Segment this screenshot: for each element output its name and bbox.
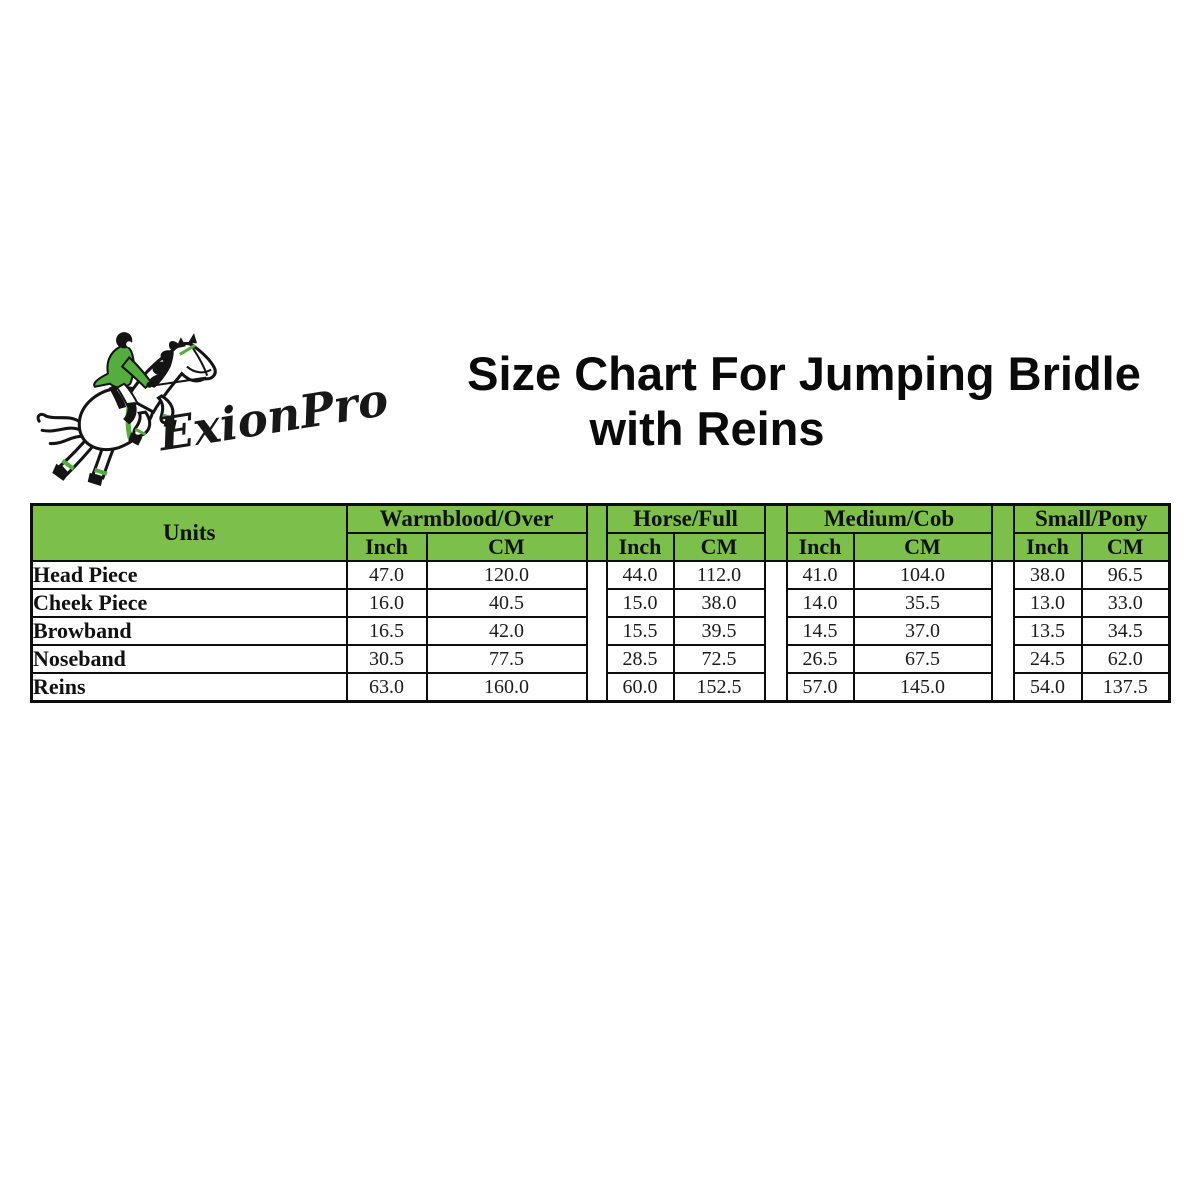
row-label-cell: Reins (30, 672, 348, 703)
size-value-cell: 38.0 (1012, 560, 1083, 590)
size-value-cell: 24.5 (1012, 644, 1083, 674)
table-row: Head Piece 47.0 120.0 44.0 112.0 41.0 10… (30, 560, 1171, 703)
size-value-cell: 42.0 (425, 616, 588, 646)
size-value-cell: 72.5 (672, 644, 766, 674)
row-label-cell: Head Piece (30, 560, 348, 590)
group-header-small: Small/Pony (1012, 503, 1171, 534)
row-label-cell: Browband (30, 616, 348, 646)
inch-header-cell: Inch (1012, 532, 1083, 562)
page-title-line-1: Size Chart For Jumping Bridle (467, 347, 1141, 400)
size-value-cell: 33.0 (1080, 588, 1171, 618)
size-value-cell: 160.0 (425, 672, 588, 703)
size-value-cell: 145.0 (852, 672, 993, 703)
table-row: Browband 16.5 42.0 15.5 39.5 14.5 37.0 1… (30, 616, 1171, 646)
size-value-cell: 13.5 (1012, 616, 1083, 646)
header-spacer (990, 503, 1015, 562)
inch-header-cell: Inch (345, 532, 428, 562)
size-value-cell: 137.5 (1080, 672, 1171, 703)
size-value-cell: 15.5 (605, 616, 675, 646)
size-value-cell: 16.0 (345, 588, 428, 618)
size-value-cell: 13.0 (1012, 588, 1083, 618)
header-spacer (585, 503, 608, 562)
header-row-groups: Units Warmblood/Over Horse/Full Medium/C… (30, 503, 1171, 562)
size-chart-table: Units Warmblood/Over Horse/Full Medium/C… (30, 503, 1171, 703)
size-value-cell: 16.5 (345, 616, 428, 646)
size-value-cell: 120.0 (425, 560, 588, 590)
size-value-cell: 14.0 (785, 588, 855, 618)
size-value-cell: 38.0 (672, 588, 766, 618)
size-value-cell: 96.5 (1080, 560, 1171, 590)
body-spacer (763, 560, 788, 703)
size-value-cell: 39.5 (672, 616, 766, 646)
header-row-subunits: Inch CM Inch CM Inch CM Inch CM (32, 532, 1171, 562)
size-value-cell: 37.0 (852, 616, 993, 646)
cm-header-cell: CM (425, 532, 588, 562)
header-spacer (763, 503, 788, 562)
size-value-cell: 34.5 (1080, 616, 1171, 646)
cm-header-cell: CM (852, 532, 993, 562)
size-value-cell: 44.0 (605, 560, 675, 590)
table-row: Noseband 30.5 77.5 28.5 72.5 26.5 67.5 2… (30, 644, 1171, 674)
size-chart-wrapper: Units Warmblood/Over Horse/Full Medium/C… (30, 503, 1171, 703)
page-title-line-2: with Reins (589, 402, 825, 455)
size-value-cell: 104.0 (852, 560, 993, 590)
brand-name-text: ExionPro (153, 372, 392, 462)
size-value-cell: 62.0 (1080, 644, 1171, 674)
units-header-cell: Units (30, 503, 348, 562)
group-header-warmblood: Warmblood/Over (345, 503, 588, 534)
size-value-cell: 54.0 (1012, 672, 1083, 703)
exionpro-logo: ExionPro (28, 326, 392, 486)
size-value-cell: 77.5 (425, 644, 588, 674)
size-value-cell: 35.5 (852, 588, 993, 618)
row-label-cell: Cheek Piece (30, 588, 348, 618)
body-spacer (990, 560, 1015, 703)
inch-header-cell: Inch (785, 532, 855, 562)
size-value-cell: 41.0 (785, 560, 855, 590)
group-header-medium: Medium/Cob (785, 503, 993, 534)
size-value-cell: 67.5 (852, 644, 993, 674)
size-value-cell: 15.0 (605, 588, 675, 618)
group-header-horse: Horse/Full (605, 503, 766, 534)
size-value-cell: 112.0 (672, 560, 766, 590)
body-spacer (585, 560, 608, 703)
size-value-cell: 152.5 (672, 672, 766, 703)
jumping-horse-icon: ExionPro (36, 332, 392, 486)
size-value-cell: 57.0 (785, 672, 855, 703)
size-value-cell: 60.0 (605, 672, 675, 703)
size-value-cell: 26.5 (785, 644, 855, 674)
size-value-cell: 47.0 (345, 560, 428, 590)
row-label-cell: Noseband (30, 644, 348, 674)
size-value-cell: 14.5 (785, 616, 855, 646)
size-value-cell: 40.5 (425, 588, 588, 618)
table-row: Cheek Piece 16.0 40.5 15.0 38.0 14.0 35.… (30, 588, 1171, 618)
size-value-cell: 28.5 (605, 644, 675, 674)
inch-header-cell: Inch (605, 532, 675, 562)
cm-header-cell: CM (1080, 532, 1171, 562)
table-row: Reins 63.0 160.0 60.0 152.5 57.0 145.0 5… (30, 672, 1171, 703)
cm-header-cell: CM (672, 532, 766, 562)
size-value-cell: 63.0 (345, 672, 428, 703)
size-value-cell: 30.5 (345, 644, 428, 674)
